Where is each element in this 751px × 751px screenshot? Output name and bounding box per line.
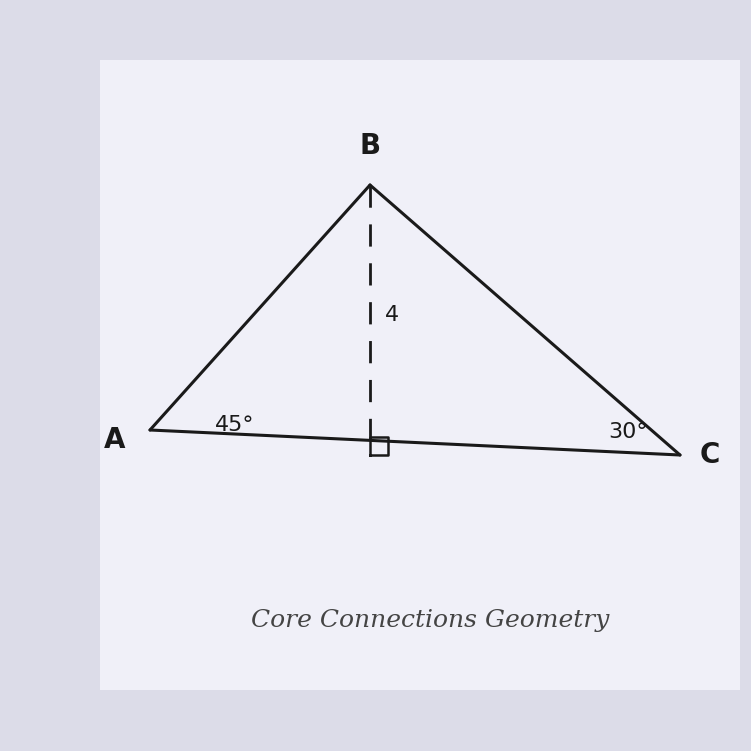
Text: Core Connections Geometry: Core Connections Geometry (251, 608, 609, 632)
FancyBboxPatch shape (100, 60, 740, 690)
Text: 30°: 30° (608, 422, 647, 442)
Text: A: A (104, 426, 125, 454)
Text: C: C (700, 441, 720, 469)
Text: B: B (360, 132, 381, 160)
Text: 4: 4 (385, 305, 399, 325)
Text: 45°: 45° (215, 415, 255, 435)
